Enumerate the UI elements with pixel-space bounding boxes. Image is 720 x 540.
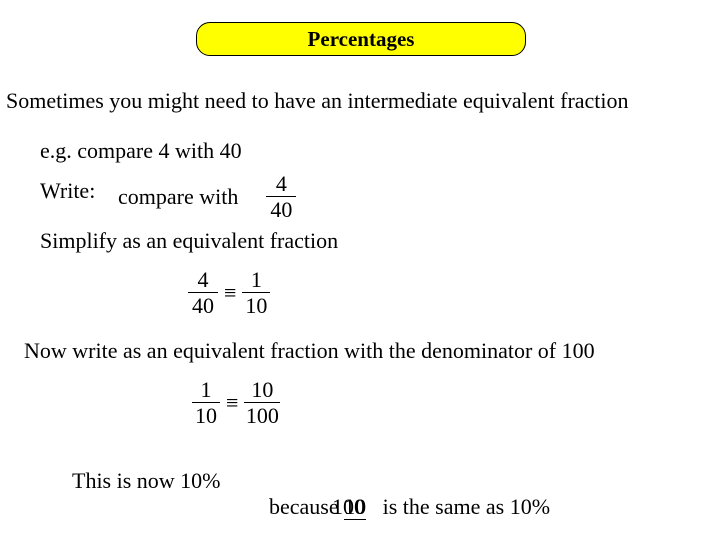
frac-den: 40	[188, 294, 218, 317]
because-line: because 10 is the same as 10%	[258, 468, 550, 520]
equiv-symbol: ≡	[218, 280, 242, 306]
frac-num: 4	[266, 172, 296, 195]
because-den: 100	[332, 494, 365, 520]
title-box: Percentages	[196, 22, 526, 56]
denom100-text: Now write as an equivalent fraction with…	[24, 338, 595, 364]
equiv-symbol: ≡	[220, 390, 244, 416]
frac-num: 1	[192, 378, 220, 401]
eq2-right: 10 100	[244, 378, 280, 427]
intro-text: Sometimes you might need to have an inte…	[6, 88, 629, 114]
write-label: Write:	[40, 178, 95, 204]
equation-2: 1 10 ≡ 10 100	[192, 378, 280, 427]
frac-num: 4	[188, 268, 218, 291]
example-label: e.g. compare 4 with 40	[40, 138, 242, 164]
eq1-right: 1 10	[242, 268, 270, 317]
equation-1: 4 40 ≡ 1 10	[188, 268, 270, 317]
eq2-left: 1 10	[192, 378, 220, 427]
frac-den: 10	[192, 404, 220, 427]
frac-den: 10	[242, 294, 270, 317]
compare-row: compare with 4 40	[118, 172, 296, 221]
title-text: Percentages	[308, 27, 415, 51]
frac-den: 100	[244, 404, 280, 427]
because-mid: is the same as 10%	[366, 494, 550, 519]
simplify-text: Simplify as an equivalent fraction	[40, 228, 338, 254]
frac-num: 1	[242, 268, 270, 291]
fraction-4-40: 4 40	[266, 172, 296, 221]
eq1-left: 4 40	[188, 268, 218, 317]
frac-den: 40	[266, 198, 296, 221]
compare-with-text: compare with	[118, 184, 238, 210]
result-text: This is now 10%	[72, 468, 221, 494]
frac-num: 10	[244, 378, 280, 401]
